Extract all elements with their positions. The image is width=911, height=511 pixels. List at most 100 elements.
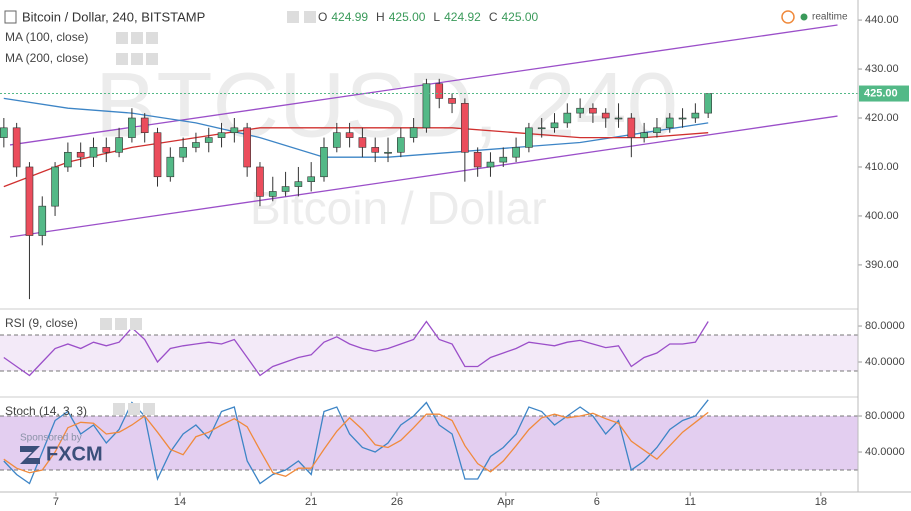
x-tick-label: 18 xyxy=(815,496,827,508)
y-tick-label: 390.00 xyxy=(865,259,899,271)
chart-title: Bitcoin / Dollar, 240, BITSTAMP xyxy=(22,9,205,24)
candle-body xyxy=(192,142,200,148)
x-tick-label: 7 xyxy=(53,496,59,508)
legend-entry: MA (200, close) xyxy=(5,51,88,65)
icon-button[interactable] xyxy=(116,53,128,65)
y-tick-label: 80.0000 xyxy=(865,410,905,422)
candle-body xyxy=(294,181,303,187)
x-tick-label: 14 xyxy=(174,496,186,508)
x-tick-label: Apr xyxy=(497,496,514,508)
candle-body xyxy=(435,83,444,99)
x-tick-label: 11 xyxy=(685,496,696,508)
candle-body xyxy=(589,107,597,114)
candle-body xyxy=(64,151,72,168)
candle-body xyxy=(0,127,8,138)
y-tick-label: 40.0000 xyxy=(865,356,905,368)
icon-button[interactable] xyxy=(287,11,299,23)
candle-body xyxy=(89,147,98,158)
sponsor-text: Sponsored by xyxy=(20,433,82,444)
y-tick-label: 80.0000 xyxy=(865,320,905,332)
candle-body xyxy=(179,147,187,158)
ohlc-label: C xyxy=(489,10,498,24)
icon-button[interactable] xyxy=(115,318,127,330)
icon-button[interactable] xyxy=(146,53,158,65)
sponsor-brand: FXCM xyxy=(46,443,103,465)
x-tick-label: 26 xyxy=(391,496,403,508)
plot-area: 390.00 400.00 410.00 420.00 430.00 440.00 40.0… xyxy=(0,14,905,508)
candle-body xyxy=(691,112,700,119)
candle-body xyxy=(217,132,226,138)
candle-body xyxy=(307,176,316,182)
candle-body xyxy=(448,98,456,104)
icon-button[interactable] xyxy=(131,32,143,44)
icon-button[interactable] xyxy=(146,32,158,44)
candle-body xyxy=(332,132,341,148)
candle-body xyxy=(499,156,508,163)
y-tick-label: 410.00 xyxy=(865,161,899,173)
candle-body xyxy=(486,161,495,168)
realtime-dot xyxy=(800,13,808,21)
candle-body xyxy=(422,83,431,129)
icon-button[interactable] xyxy=(131,53,143,65)
icon-button[interactable] xyxy=(100,318,112,330)
candle-body xyxy=(358,137,367,148)
ohlc-value: 424.99 xyxy=(331,10,368,24)
candle-body xyxy=(576,107,584,114)
realtime-label: realtime xyxy=(812,12,848,23)
candle-body xyxy=(525,127,533,148)
last-price-label: 425.00 xyxy=(864,87,898,99)
candle-body xyxy=(473,151,482,168)
candle-body xyxy=(563,112,572,124)
candle-body xyxy=(537,127,546,130)
candle-body xyxy=(243,127,251,168)
icon-button[interactable] xyxy=(143,403,155,415)
series-line xyxy=(3,399,709,485)
indicator-title: Stoch (14, 3, 3) xyxy=(5,404,87,418)
icon-button[interactable] xyxy=(113,403,125,415)
candle-body xyxy=(268,191,277,197)
watermark-name: Bitcoin / Dollar xyxy=(250,182,547,234)
candle-body xyxy=(204,137,213,143)
candle-body xyxy=(281,186,290,192)
icon-button[interactable] xyxy=(304,11,316,23)
icon-button[interactable] xyxy=(130,318,142,330)
candle-body xyxy=(653,127,661,133)
band xyxy=(0,335,858,371)
candle-body xyxy=(512,147,520,158)
candle-body xyxy=(256,166,264,197)
candle-body xyxy=(102,147,111,153)
watermark-symbol: BTCUSD, 240 xyxy=(95,54,678,156)
candle-body xyxy=(25,166,34,236)
sponsor-logo xyxy=(20,446,40,464)
candle-body xyxy=(140,117,149,133)
candle-body xyxy=(115,137,123,153)
candle-body xyxy=(640,132,648,138)
candle-body xyxy=(12,127,21,168)
icon-button[interactable] xyxy=(116,32,128,44)
candle-body xyxy=(678,117,687,120)
legend-entry: MA (100, close) xyxy=(5,30,88,44)
candle-body xyxy=(601,112,610,119)
y-tick-label: 400.00 xyxy=(865,210,899,222)
band xyxy=(0,416,858,471)
ohlc-label: H xyxy=(376,10,385,24)
candle-body xyxy=(550,122,559,129)
candle-body xyxy=(461,103,469,153)
series-line xyxy=(3,97,709,158)
ohlc-label: L xyxy=(433,10,440,24)
collapse-icon[interactable] xyxy=(4,10,17,24)
icon-button[interactable] xyxy=(128,403,140,415)
y-tick-label: 430.00 xyxy=(865,63,899,75)
candle-body xyxy=(345,132,354,138)
candle-body xyxy=(153,132,162,178)
indicator-title: RSI (9, close) xyxy=(5,316,78,330)
candle-body xyxy=(614,117,623,120)
candle-body xyxy=(627,117,636,138)
ohlc-value: 424.92 xyxy=(444,10,481,24)
realtime-warning-icon[interactable] xyxy=(781,10,795,24)
candle-body xyxy=(166,156,175,178)
candle-body xyxy=(230,127,239,133)
header-buttons xyxy=(100,11,316,415)
candle-body xyxy=(384,151,392,154)
